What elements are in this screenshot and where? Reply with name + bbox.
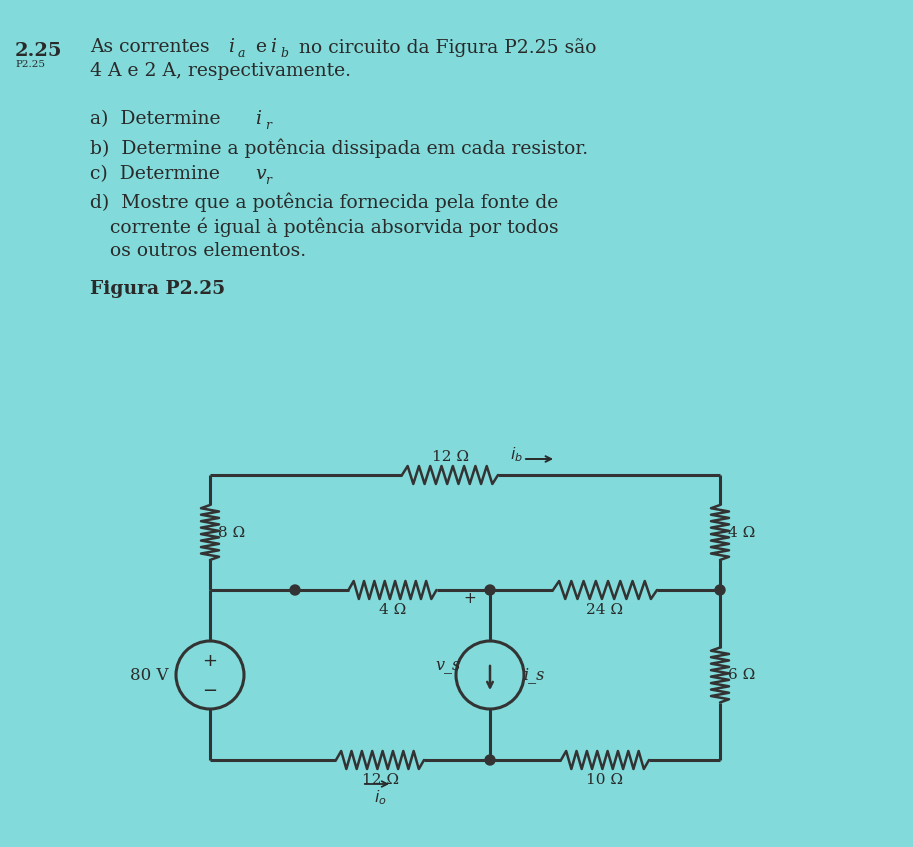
Text: i: i: [255, 110, 261, 128]
Text: 6 Ω: 6 Ω: [729, 668, 756, 682]
Text: i_s: i_s: [523, 667, 545, 684]
Text: −: −: [203, 682, 217, 700]
Circle shape: [176, 641, 244, 709]
Text: i: i: [270, 38, 276, 56]
Text: i: i: [228, 38, 234, 56]
Text: 2.25: 2.25: [15, 42, 62, 60]
Text: $i_b$: $i_b$: [510, 446, 523, 464]
Circle shape: [485, 585, 495, 595]
Text: e: e: [250, 38, 273, 56]
Text: $i_o$: $i_o$: [373, 788, 386, 806]
Text: a: a: [238, 47, 246, 60]
Text: v_s: v_s: [436, 656, 461, 673]
Text: 4 Ω: 4 Ω: [729, 525, 756, 540]
Text: a)  Determine: a) Determine: [90, 110, 226, 128]
Text: c)  Determine: c) Determine: [90, 165, 226, 183]
Text: +: +: [464, 590, 477, 606]
Circle shape: [456, 641, 524, 709]
Text: v: v: [255, 165, 266, 183]
Text: 24 Ω: 24 Ω: [586, 603, 624, 617]
Text: 4 Ω: 4 Ω: [379, 603, 406, 617]
Text: 8 Ω: 8 Ω: [218, 525, 246, 540]
Text: P2.25: P2.25: [15, 60, 45, 69]
Text: corrente é igual à potência absorvida por todos: corrente é igual à potência absorvida po…: [110, 217, 559, 236]
Text: 4 A e 2 A, respectivamente.: 4 A e 2 A, respectivamente.: [90, 62, 351, 80]
Text: d)  Mostre que a potência fornecida pela fonte de: d) Mostre que a potência fornecida pela …: [90, 192, 558, 212]
Text: no circuito da Figura P2.25 são: no circuito da Figura P2.25 são: [293, 38, 596, 57]
Text: Figura P2.25: Figura P2.25: [90, 280, 226, 298]
Circle shape: [715, 585, 725, 595]
Text: 12 Ω: 12 Ω: [432, 450, 468, 464]
Text: 12 Ω: 12 Ω: [362, 773, 398, 787]
Text: os outros elementos.: os outros elementos.: [110, 242, 306, 260]
Circle shape: [485, 755, 495, 765]
Circle shape: [290, 585, 300, 595]
Text: b)  Determine a potência dissipada em cada resistor.: b) Determine a potência dissipada em cad…: [90, 138, 588, 158]
Text: As correntes: As correntes: [90, 38, 215, 56]
Text: +: +: [203, 652, 217, 670]
Text: b: b: [280, 47, 288, 60]
Text: 80 V: 80 V: [130, 667, 168, 684]
Text: 10 Ω: 10 Ω: [586, 773, 624, 787]
Text: r: r: [265, 119, 271, 132]
Text: r: r: [265, 174, 271, 187]
